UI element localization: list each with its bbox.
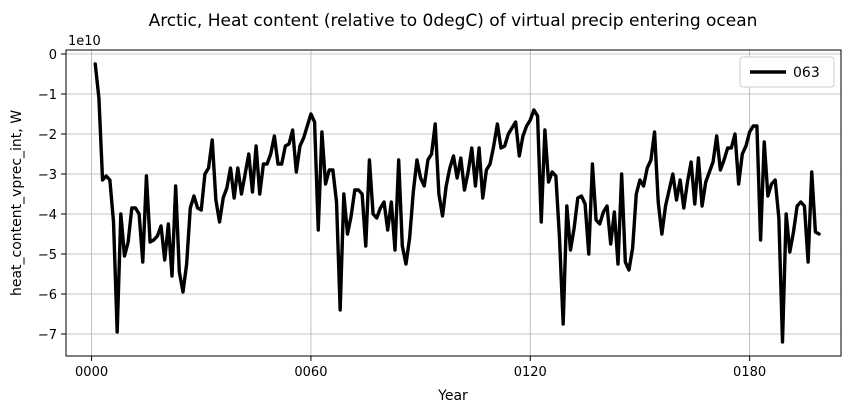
grid-lines <box>66 50 841 356</box>
plot-frame <box>65 49 842 357</box>
x-tick-label: 0180 <box>733 365 766 380</box>
x-axis-ticks: 0000 0060 0120 0180 <box>75 356 766 380</box>
y-tick-label: −5 <box>38 248 57 263</box>
legend: 063 <box>739 56 835 88</box>
y-offset-label: 1e10 <box>68 34 101 49</box>
y-tick-label: −4 <box>38 208 57 223</box>
y-axis-ticks: 0 −1 −2 −3 −4 −5 −6 −7 <box>38 48 66 343</box>
x-tick-label: 0120 <box>514 365 547 380</box>
y-tick-label: −1 <box>38 88 57 103</box>
chart-title: Arctic, Heat content (relative to 0degC)… <box>149 11 758 31</box>
legend-box <box>739 56 835 88</box>
y-axis-label: heat_content_vprec_int, W <box>9 110 25 296</box>
y-tick-label: −6 <box>38 288 57 303</box>
x-axis-label: Year <box>437 388 468 404</box>
x-tick-label: 0060 <box>294 365 327 380</box>
y-tick-label: −7 <box>38 328 57 343</box>
y-tick-label: 0 <box>49 48 57 63</box>
x-tick-label: 0000 <box>75 365 108 380</box>
y-tick-label: −2 <box>38 128 57 143</box>
legend-label-063: 063 <box>793 65 820 81</box>
series-line-063 <box>93 62 821 344</box>
y-tick-label: −3 <box>38 168 57 183</box>
